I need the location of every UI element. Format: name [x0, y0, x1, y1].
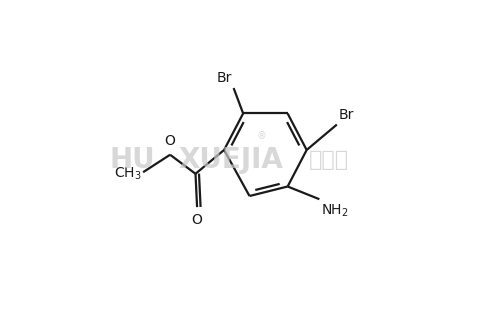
- Text: O: O: [165, 134, 176, 148]
- Text: XUEJIA: XUEJIA: [178, 145, 283, 174]
- Text: 化学加: 化学加: [309, 150, 349, 169]
- Text: Br: Br: [217, 71, 232, 85]
- Text: CH$_3$: CH$_3$: [114, 166, 141, 182]
- Text: Br: Br: [338, 108, 354, 122]
- Text: HU: HU: [109, 145, 155, 174]
- Text: NH$_2$: NH$_2$: [321, 203, 349, 219]
- Text: ®: ®: [256, 131, 266, 141]
- Text: O: O: [192, 213, 203, 227]
